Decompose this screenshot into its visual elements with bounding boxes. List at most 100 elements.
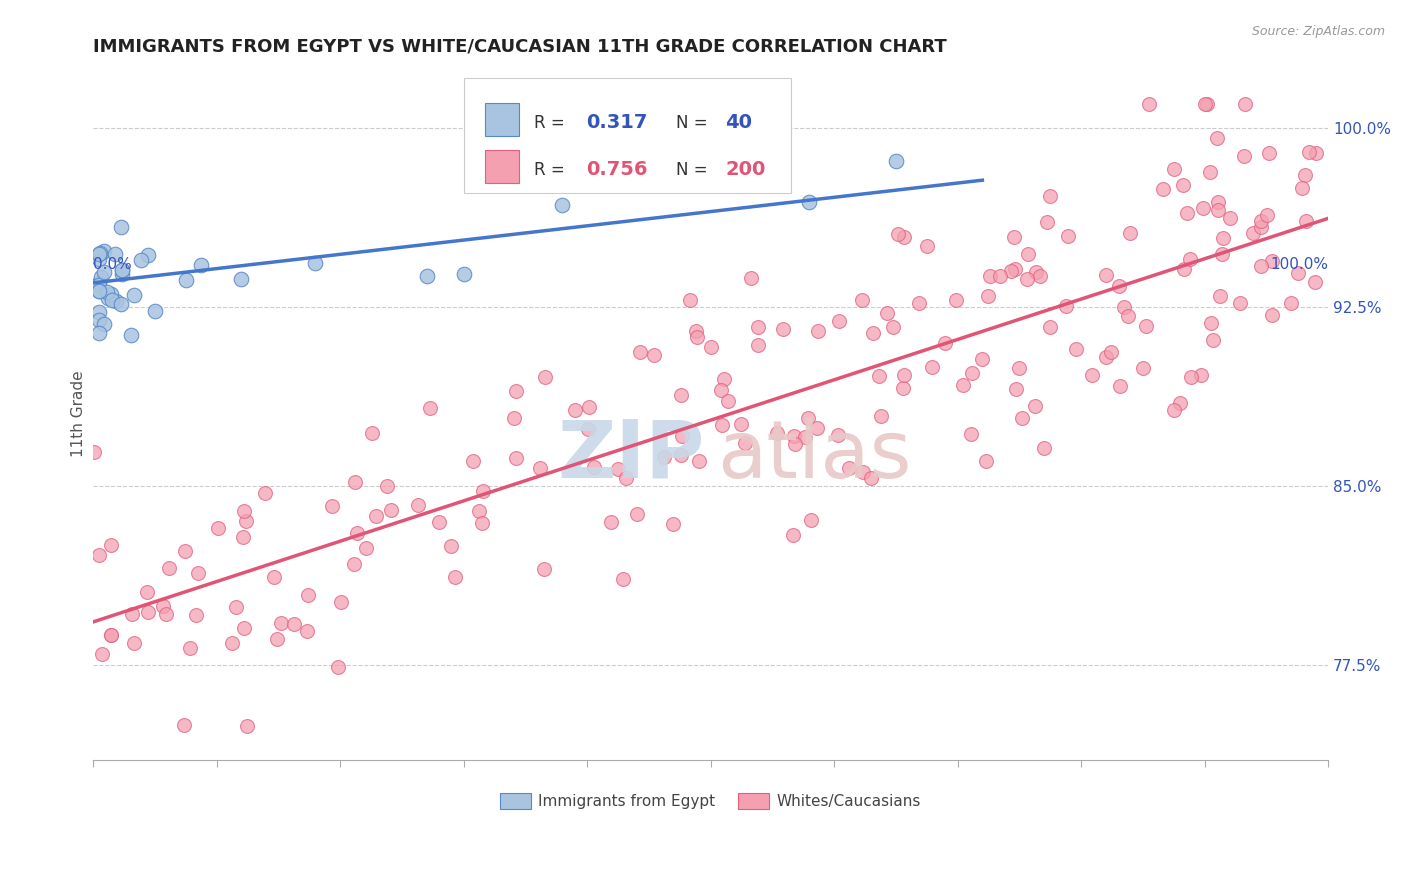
Point	[921, 360, 943, 375]
Point	[1024, 399, 1046, 413]
Point	[1197, 96, 1219, 111]
Point	[1250, 220, 1272, 235]
Point	[1233, 148, 1256, 162]
Point	[1180, 370, 1202, 384]
Point	[90, 647, 112, 661]
Point	[326, 659, 349, 673]
Point	[100, 287, 122, 301]
Point	[893, 368, 915, 383]
Point	[93, 317, 115, 331]
Text: R =: R =	[534, 161, 569, 178]
Point	[468, 504, 491, 518]
Point	[1194, 96, 1216, 111]
Point	[304, 255, 326, 269]
Point	[851, 293, 873, 307]
Text: 200: 200	[725, 161, 766, 179]
Point	[235, 514, 257, 528]
Point	[891, 381, 914, 395]
Point	[713, 371, 735, 385]
Point	[783, 428, 806, 442]
Point	[1094, 350, 1116, 364]
Point	[1005, 382, 1028, 396]
Point	[606, 462, 628, 476]
Point	[111, 263, 134, 277]
Text: 40: 40	[725, 113, 752, 132]
Point	[1137, 96, 1160, 111]
Point	[1229, 295, 1251, 310]
Point	[231, 272, 253, 286]
Point	[100, 628, 122, 642]
Point	[960, 427, 983, 442]
Point	[860, 471, 883, 485]
Point	[529, 461, 551, 475]
Point	[747, 338, 769, 352]
Point	[1032, 441, 1054, 455]
Point	[1212, 230, 1234, 244]
FancyBboxPatch shape	[485, 150, 519, 183]
Point	[988, 268, 1011, 283]
Legend: Immigrants from Egypt, Whites/Caucasians: Immigrants from Egypt, Whites/Caucasians	[494, 787, 927, 815]
Point	[1054, 300, 1077, 314]
Point	[96, 285, 118, 300]
Point	[893, 230, 915, 244]
Point	[576, 422, 599, 436]
Point	[960, 366, 983, 380]
Point	[1219, 211, 1241, 226]
Point	[876, 306, 898, 320]
Point	[1250, 260, 1272, 274]
Point	[89, 284, 111, 298]
Point	[444, 570, 467, 584]
Point	[1002, 230, 1025, 244]
Text: R =: R =	[534, 113, 569, 132]
Point	[852, 465, 875, 479]
Point	[505, 450, 527, 465]
Point	[600, 515, 623, 529]
Y-axis label: 11th Grade: 11th Grade	[72, 371, 86, 458]
Point	[1119, 227, 1142, 241]
Point	[1234, 96, 1257, 111]
Point	[233, 622, 256, 636]
Point	[1205, 131, 1227, 145]
Point	[628, 345, 651, 359]
Point	[366, 509, 388, 524]
Point	[887, 227, 910, 241]
Point	[1152, 182, 1174, 196]
Point	[661, 517, 683, 532]
Point	[1286, 267, 1309, 281]
Point	[945, 293, 967, 307]
Point	[679, 293, 702, 307]
Point	[685, 329, 707, 343]
Point	[616, 471, 638, 485]
Point	[1206, 203, 1229, 218]
Point	[1295, 214, 1317, 228]
Point	[1025, 265, 1047, 279]
Point	[1099, 344, 1122, 359]
Point	[974, 454, 997, 468]
Point	[1081, 368, 1104, 383]
Point	[440, 539, 463, 553]
Point	[111, 262, 134, 277]
Point	[329, 595, 352, 609]
Point	[806, 420, 828, 434]
Point	[1261, 253, 1284, 268]
Point	[122, 288, 145, 302]
Point	[101, 293, 124, 307]
Point	[868, 368, 890, 383]
Point	[730, 417, 752, 431]
Point	[190, 258, 212, 272]
Point	[794, 429, 817, 443]
Point	[201, 789, 224, 804]
Text: 0.0%: 0.0%	[93, 257, 132, 272]
Point	[89, 252, 111, 266]
Point	[152, 599, 174, 613]
Point	[187, 566, 209, 580]
Text: N =: N =	[676, 113, 713, 132]
Point	[89, 284, 111, 298]
Text: N =: N =	[676, 161, 713, 178]
Point	[184, 607, 207, 622]
Point	[1039, 320, 1062, 334]
Point	[734, 436, 756, 450]
Point	[1173, 261, 1195, 276]
Point	[159, 560, 181, 574]
Point	[1036, 215, 1059, 229]
